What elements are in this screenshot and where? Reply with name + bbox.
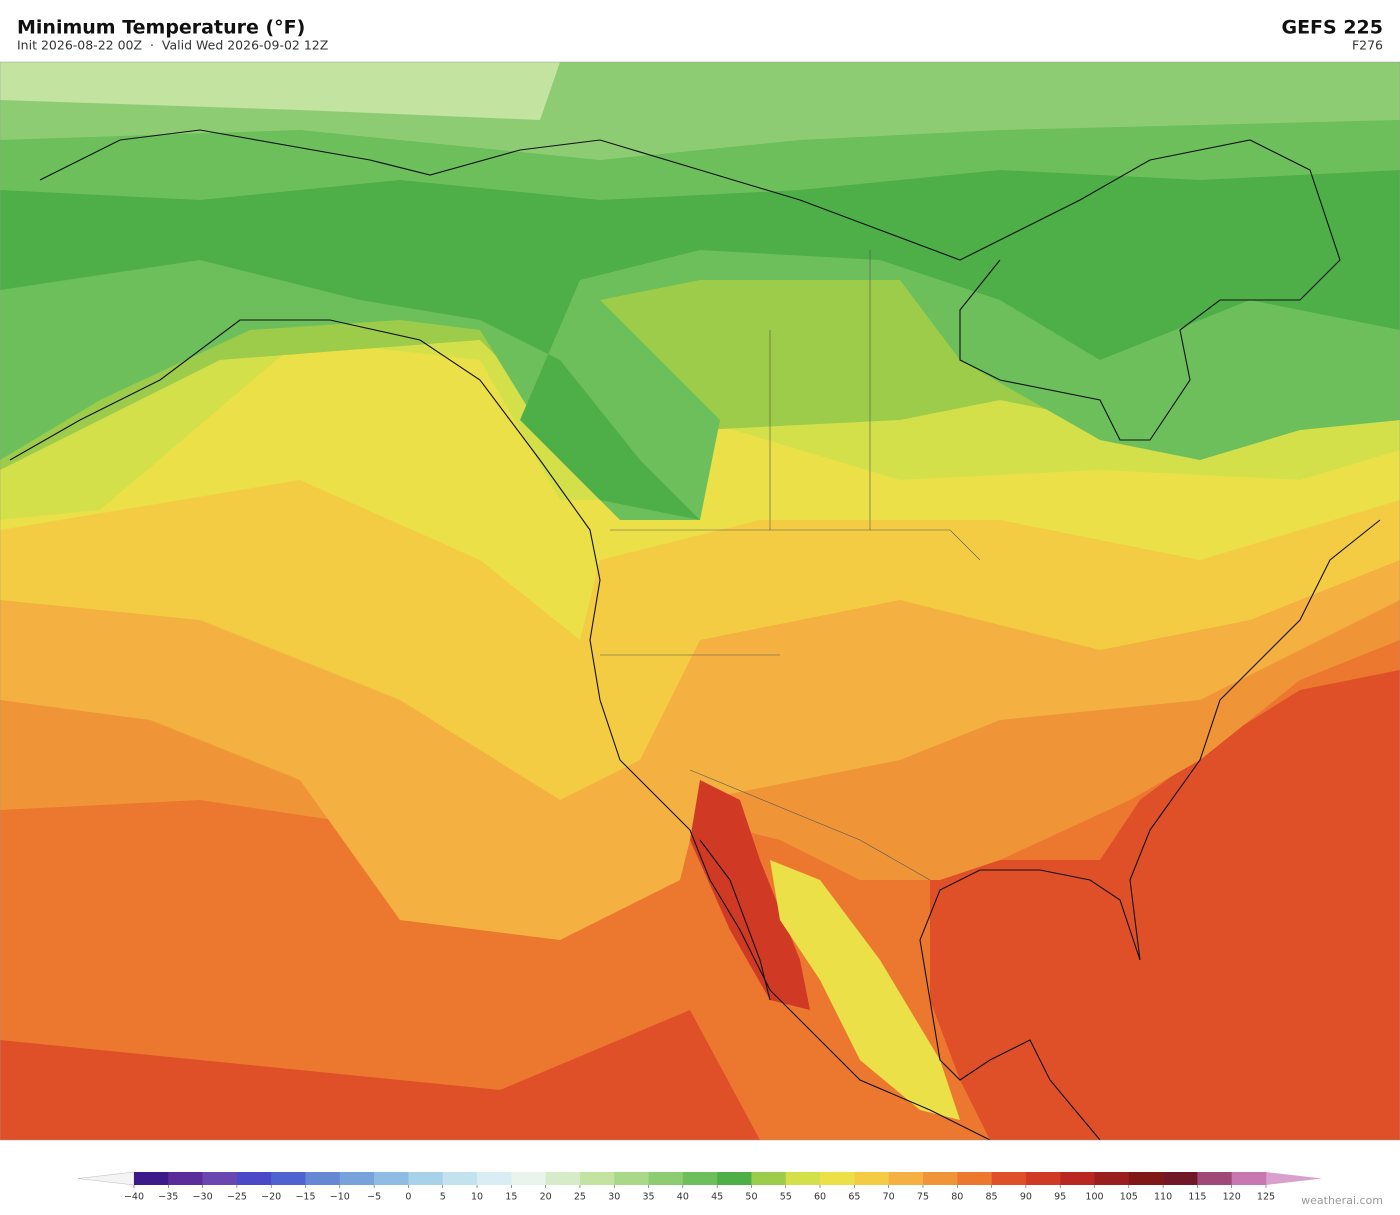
coastline <box>699 839 771 1001</box>
colorbar-tick-label: −25 <box>227 1192 247 1203</box>
colorbar-tick-label: 55 <box>780 1192 792 1203</box>
colorbar-bin <box>1231 1172 1267 1185</box>
colorbar-tick-label: 0 <box>405 1192 411 1203</box>
coastline <box>39 129 1341 441</box>
colorbar-tick-label: 45 <box>711 1192 723 1203</box>
colorbar-bin <box>511 1172 546 1185</box>
colorbar-bin <box>202 1172 238 1185</box>
temperature-field <box>0 170 1400 520</box>
coastline <box>919 519 1381 1140</box>
colorbar-tick-label: 100 <box>1085 1192 1103 1203</box>
subtitle: Init 2026-08-22 00Z · Valid Wed 2026-09-… <box>17 38 328 53</box>
colorbar-bin <box>888 1172 924 1185</box>
colorbar-bin <box>648 1172 684 1185</box>
colorbar-bin <box>1094 1172 1130 1185</box>
colorbar-bin <box>717 1172 752 1185</box>
colorbar-tick-label: 95 <box>1054 1192 1066 1203</box>
colorbar-tick-label: 30 <box>608 1192 620 1203</box>
colorbar-bin <box>545 1172 581 1185</box>
colorbar-bin <box>820 1172 855 1185</box>
colorbar-tick-label: 85 <box>986 1192 998 1203</box>
colorbar-tick-label: 70 <box>883 1192 895 1203</box>
colorbar-bin <box>374 1172 409 1185</box>
political-border <box>600 250 981 881</box>
colorbar-bin <box>339 1172 375 1185</box>
colorbar-tick-label: 125 <box>1257 1192 1275 1203</box>
colorbar-bin <box>1025 1172 1061 1185</box>
colorbar-bin <box>614 1172 649 1185</box>
colorbar-bin <box>1128 1172 1164 1185</box>
forecast-hour: F276 <box>1352 38 1383 53</box>
colorbar-bin <box>305 1172 341 1185</box>
colorbar-bin <box>957 1172 992 1185</box>
colorbar-tick-label: 80 <box>951 1192 963 1203</box>
colorbar-bin <box>682 1172 718 1185</box>
colorbar-bin <box>751 1172 787 1185</box>
colorbar-tick-label: 5 <box>440 1192 446 1203</box>
colorbar-bin <box>1163 1172 1198 1185</box>
colorbar-bin <box>922 1172 958 1185</box>
colorbar-tick-label: 90 <box>1020 1192 1032 1203</box>
colorbar-bin <box>1197 1172 1232 1185</box>
colorbar-tick-label: 15 <box>505 1192 517 1203</box>
colorbar-bin <box>991 1172 1027 1185</box>
colorbar-bin <box>579 1172 615 1185</box>
temperature-field <box>0 1010 760 1140</box>
coastline <box>9 319 991 1140</box>
colorbar-tick-label: −35 <box>158 1192 178 1203</box>
colorbar-tick-label: 115 <box>1188 1192 1206 1203</box>
colorbar-bin <box>408 1172 444 1185</box>
colorbar-tick-label: −40 <box>124 1192 144 1203</box>
map-frame <box>0 61 1400 1141</box>
credit: weatherai.com <box>1301 1194 1383 1207</box>
colorbar-tick-label: 105 <box>1120 1192 1138 1203</box>
colorbar-bin <box>168 1172 203 1185</box>
colorbar-tick-label: 40 <box>677 1192 689 1203</box>
colorbar-tick-label: 110 <box>1154 1192 1172 1203</box>
colorbar-bin <box>854 1172 889 1185</box>
colorbar-tick-label: 20 <box>540 1192 552 1203</box>
colorbar-tick-label: 75 <box>917 1192 929 1203</box>
colorbar: −40 −35 −30 −25 −20 −15 −10 −5 0 5 10 15 20 25 30 35 40 4… <box>77 1171 1322 1203</box>
colorbar-tick-label: 60 <box>814 1192 826 1203</box>
colorbar-tick-label: 25 <box>574 1192 586 1203</box>
temperature-field <box>770 860 960 1120</box>
colorbar-tick-label: 10 <box>471 1192 483 1203</box>
colorbar-bin <box>271 1172 306 1185</box>
colorbar-bin <box>785 1172 821 1185</box>
colorbar-bin <box>134 1172 169 1185</box>
colorbar-over <box>1266 1172 1322 1185</box>
title: Minimum Temperature (°F) <box>17 17 305 39</box>
colorbar-tick-label: 120 <box>1223 1192 1241 1203</box>
model-label: GEFS 225 <box>1281 17 1383 39</box>
colorbar-bin <box>236 1172 272 1185</box>
temperature-field <box>0 62 560 120</box>
colorbar-bin <box>442 1172 478 1185</box>
colorbar-bin <box>1060 1172 1095 1185</box>
colorbar-tick-label: 50 <box>745 1192 757 1203</box>
colorbar-tick-label: 65 <box>848 1192 860 1203</box>
colorbar-tick-label: −30 <box>193 1192 213 1203</box>
colorbar-tick-label: 35 <box>642 1192 654 1203</box>
map <box>0 61 1400 1141</box>
colorbar-bin <box>477 1172 512 1185</box>
colorbar-tick-label: −5 <box>367 1192 381 1203</box>
temperature-field <box>930 670 1400 1140</box>
temperature-field <box>690 780 810 1010</box>
colorbar-tick-label: −10 <box>330 1192 350 1203</box>
colorbar-tick-label: −20 <box>261 1192 281 1203</box>
colorbar-tick-label: −15 <box>295 1192 315 1203</box>
